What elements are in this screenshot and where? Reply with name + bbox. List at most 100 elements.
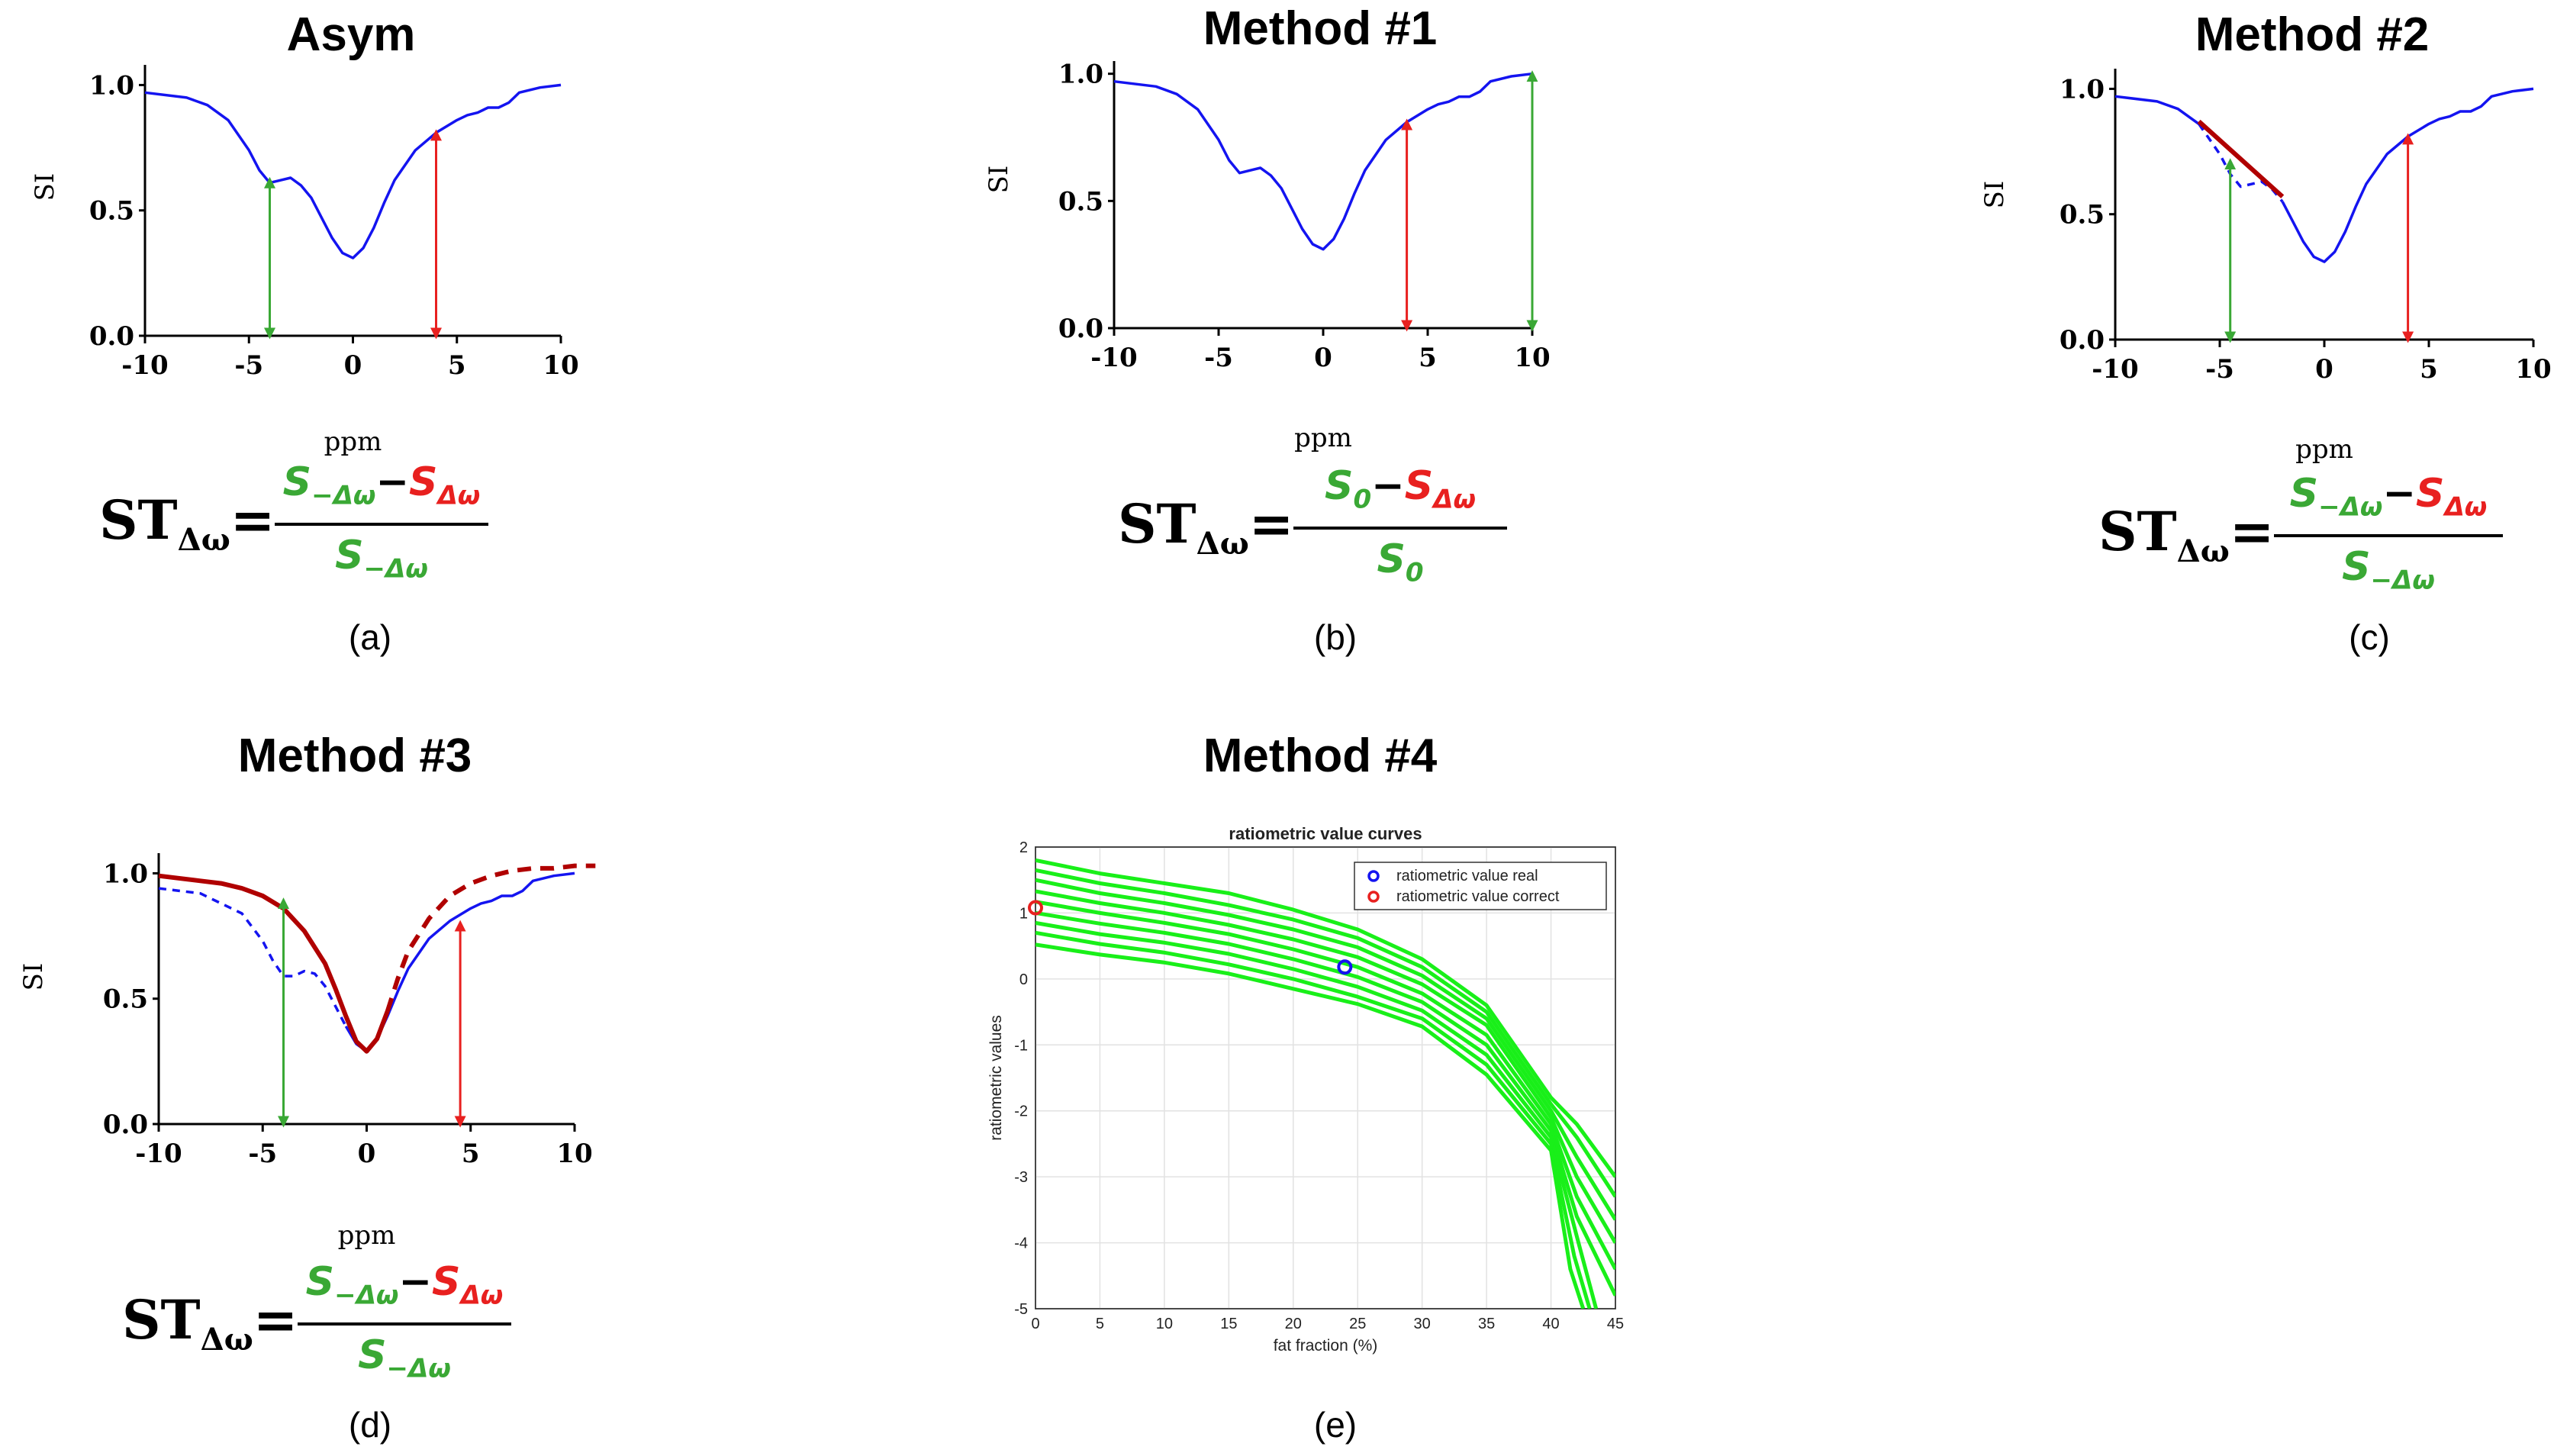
formula-fraction-bar: [275, 523, 488, 526]
formula-st: ST: [1118, 492, 1196, 556]
formula-num-a: S: [1324, 463, 1354, 509]
panel-e-xtick-label: 15: [1220, 1316, 1237, 1332]
panel-b-xtick-label: -10: [1090, 343, 1137, 373]
panel-b-ylabel: SI: [984, 166, 1014, 194]
panel-d-xtick-label: 0: [358, 1139, 376, 1169]
panel-e-curve-8: [1035, 930, 1592, 1309]
formula-eq: =: [230, 488, 275, 552]
formula-num-a-sub: 0: [1353, 484, 1372, 515]
panel-e-xtick-label: 35: [1478, 1316, 1495, 1332]
panel-a-xtick-label: 5: [448, 350, 466, 381]
formula-fraction-bar: [298, 1322, 511, 1326]
panel-e-curve-4: [1035, 889, 1615, 1244]
panel-d-xtick-label: -5: [248, 1139, 277, 1169]
panel-a-ylabel: SI: [30, 173, 60, 201]
panel-b-caption: (b): [1313, 617, 1358, 657]
panel-c-title: Method #2: [2195, 8, 2430, 61]
panel-e-xtick-label: 0: [1031, 1316, 1039, 1332]
formula-num-b: S: [409, 459, 438, 505]
formula-fraction-bar: [2274, 534, 2503, 537]
panel-d-xtick-label: 5: [462, 1139, 480, 1169]
panel-c-ylabel: SI: [1979, 181, 2010, 209]
panel-d-caption: (d): [348, 1405, 392, 1445]
panel-e-title: Method #4: [1203, 730, 1438, 782]
formula-num-b: S: [432, 1259, 461, 1305]
formula-st-sub: Δω: [2176, 533, 2230, 569]
formula-den: S: [2342, 544, 2371, 590]
panel-e-curve-5: [1035, 900, 1615, 1271]
panel-e-chart-title: ratiometric value curves: [1229, 824, 1422, 843]
panel-e-curve-6: [1035, 910, 1615, 1297]
panel-e-xlabel: fat fraction (%): [1274, 1337, 1378, 1355]
formula-minus: −: [375, 459, 410, 505]
panel-b-xtick-label: 10: [1514, 343, 1550, 373]
formula-st: ST: [99, 488, 178, 552]
formula-num-a-sub: −Δω: [334, 1280, 399, 1311]
formula-num-b-sub: Δω: [437, 480, 481, 511]
panel-e-curve-7: [1035, 920, 1599, 1309]
panel-e-curve-9: [1035, 942, 1586, 1309]
formula-st-sub: Δω: [200, 1322, 253, 1358]
panel-e-ytick-label: -5: [1014, 1301, 1028, 1318]
panel-e-legend-marker-2: [1367, 891, 1380, 903]
panel-e-ytick-label: 1: [1019, 905, 1028, 922]
panel-e-ytick-label: -3: [1014, 1169, 1028, 1186]
panel-b-xtick-label: 0: [1314, 343, 1332, 373]
formula-num-b: S: [1404, 463, 1434, 509]
panel-b-formula: STΔω= S0−SΔω S0: [1118, 462, 1515, 599]
formula-fraction-bar: [1293, 527, 1507, 530]
panel-c-formula: STΔω= S−Δω−SΔω S−Δω: [2098, 469, 2511, 607]
panel-e-legend: [1354, 862, 1607, 910]
panel-a-xlabel: ppm: [324, 427, 382, 457]
formula-minus: −: [1371, 463, 1405, 509]
formula-denominator: S−Δω: [290, 1332, 519, 1384]
panel-c-ytick-label: 0.5: [2060, 200, 2105, 230]
panel-c-series-1-line: [2114, 95, 2200, 125]
panel-d-series-1-line: [158, 887, 347, 1027]
panel-a-xtick-label: -5: [234, 350, 263, 381]
panel-a-caption: (a): [348, 617, 392, 657]
panel-c-caption: (c): [2349, 617, 2390, 657]
panel-b-series-1-line: [1113, 72, 1533, 251]
panel-d-ytick-label: 1.0: [103, 858, 148, 889]
formula-den-sub: −Δω: [386, 1353, 451, 1384]
panel-e-xtick-label: 25: [1349, 1316, 1366, 1332]
panel-b-ytick-label: 0.0: [1058, 314, 1103, 344]
formula-minus: −: [2382, 471, 2417, 517]
panel-d-ytick-label: 0.5: [103, 984, 148, 1015]
formula-st-sub: Δω: [1196, 526, 1249, 562]
panel-d-ytick-label: 0.0: [103, 1110, 148, 1140]
panel-e-ytick-label: -4: [1014, 1235, 1028, 1252]
panel-e-marker-2: [1028, 900, 1043, 916]
formula-den: S: [335, 533, 364, 578]
panel-e-curve-2: [1035, 868, 1615, 1198]
panel-e-frame: [1035, 846, 1616, 1309]
formula-lhs: STΔω=: [2098, 500, 2274, 569]
formula-denominator: S−Δω: [267, 533, 496, 584]
formula-den: S: [1377, 536, 1406, 582]
panel-e-ytick-label: 2: [1019, 839, 1028, 856]
panel-b-xlabel: ppm: [1294, 423, 1352, 453]
formula-num-b: S: [2416, 471, 2445, 517]
formula-numerator: S−Δω−SΔω: [2266, 471, 2511, 522]
panel-e-xtick-label: 30: [1414, 1316, 1431, 1332]
panel-c-series-1-line: [2281, 87, 2534, 263]
formula-eq: =: [253, 1288, 298, 1351]
panel-e-caption: (e): [1313, 1405, 1358, 1445]
panel-a-series-1-line: [144, 83, 562, 259]
formula-denominator: S0: [1286, 536, 1515, 588]
formula-st: ST: [2098, 500, 2177, 563]
panel-e-ytick-label: 0: [1019, 971, 1028, 988]
formula-num-a: S: [282, 459, 312, 505]
panel-d-formula: STΔω= S−Δω−SΔω S−Δω: [122, 1258, 519, 1395]
panel-d-xlabel: ppm: [338, 1220, 396, 1251]
panel-c-ytick-label: 1.0: [2060, 74, 2105, 105]
panel-c-xtick-label: 5: [2420, 354, 2438, 385]
panel-a-ytick-label: 0.0: [89, 321, 134, 352]
formula-num-b-sub: Δω: [1433, 484, 1477, 515]
formula-num-a: S: [2289, 471, 2319, 517]
panel-c-ytick-label: 0.0: [2060, 325, 2105, 356]
formula-den: S: [358, 1332, 387, 1378]
panel-e-legend-marker-1: [1367, 870, 1380, 882]
